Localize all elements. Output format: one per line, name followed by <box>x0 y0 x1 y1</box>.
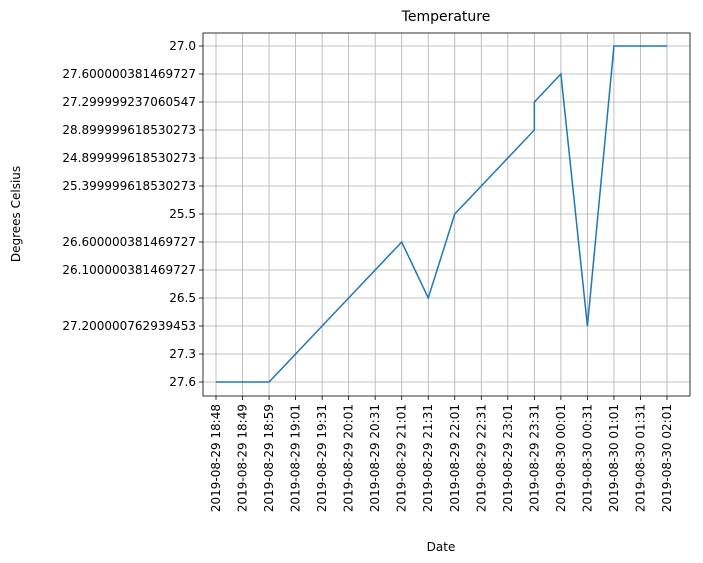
x-axis-label: Date <box>427 540 456 554</box>
x-tick-label: 2019-08-29 19:31 <box>315 404 329 512</box>
x-tick-label: 2019-08-30 01:31 <box>633 404 647 512</box>
y-tick-label: 24.899999618530273 <box>62 151 196 165</box>
y-tick-label: 27.3 <box>169 347 196 361</box>
y-tick-label: 27.6 <box>169 375 196 389</box>
y-tick-label: 28.899999618530273 <box>62 123 196 137</box>
y-tick-label: 26.100000381469727 <box>62 263 196 277</box>
y-tick-label: 25.5 <box>169 207 196 221</box>
x-tick-label: 2019-08-29 18:49 <box>236 404 250 512</box>
y-tick-label: 27.200000762939453 <box>62 319 196 333</box>
x-tick-label: 2019-08-29 20:31 <box>368 404 382 512</box>
x-tick-label: 2019-08-30 01:01 <box>607 404 621 512</box>
plot-frame <box>202 32 691 397</box>
x-tick-label: 2019-08-29 21:01 <box>395 404 409 512</box>
chart-title: Temperature <box>401 9 491 25</box>
y-tick-label: 27.0 <box>169 39 196 53</box>
y-axis-label: Degrees Celsius <box>9 166 23 262</box>
x-tick-label: 2019-08-29 22:31 <box>474 404 488 512</box>
x-tick-label: 2019-08-29 18:48 <box>209 404 223 512</box>
y-tick-label: 27.299999237060547 <box>62 95 196 109</box>
x-tick-label: 2019-08-29 18:59 <box>262 404 276 512</box>
line <box>216 45 667 383</box>
x-tick-label: 2019-08-29 20:01 <box>342 404 356 512</box>
x-tick-label: 2019-08-29 22:01 <box>448 404 462 512</box>
x-tick-label: 2019-08-29 23:31 <box>527 404 541 512</box>
y-tick-label: 27.600000381469727 <box>62 67 196 81</box>
x-tick-label: 2019-08-30 00:31 <box>580 404 594 512</box>
x-tick-label: 2019-08-29 19:01 <box>289 404 303 512</box>
x-tick-label: 2019-08-29 21:31 <box>421 404 435 512</box>
x-tick-label: 2019-08-30 00:01 <box>554 404 568 512</box>
y-tick-label: 26.5 <box>169 291 196 305</box>
y-tick-label: 25.399999618530273 <box>62 179 196 193</box>
x-tick-label: 2019-08-29 23:01 <box>501 404 515 512</box>
x-tick-label: 2019-08-30 02:01 <box>660 404 674 512</box>
y-tick-label: 26.600000381469727 <box>62 235 196 249</box>
